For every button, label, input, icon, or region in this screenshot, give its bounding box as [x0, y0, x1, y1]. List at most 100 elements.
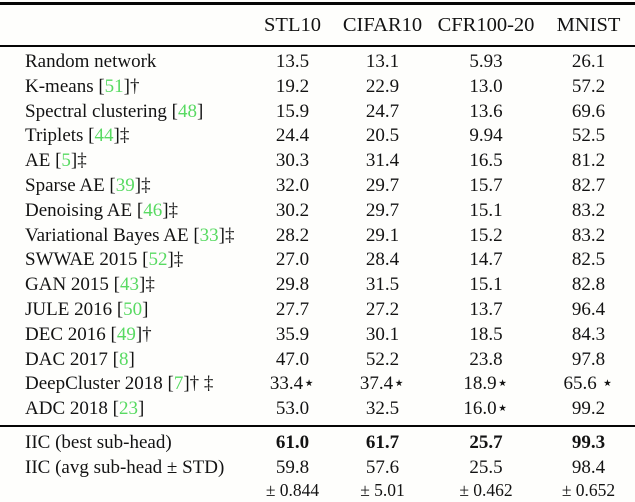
table-row-deepcluster: DeepCluster 2018 [7]† ‡ 33.4⋆ 37.4⋆ 18.9…	[0, 372, 635, 397]
value-cifar10: 13.1	[365, 51, 400, 72]
citation-link[interactable]: 44	[94, 125, 114, 147]
method-label: JULE 2016 [50]	[25, 298, 149, 320]
column-header-mnist: MNIST	[556, 13, 621, 36]
method-label: DeepCluster 2018 [7]† ‡	[25, 373, 214, 395]
table-row-dec: DEC 2016 [49]† 35.9 30.1 18.5 84.3	[0, 323, 635, 348]
value-cifar10: 28.4	[365, 249, 400, 271]
value-mnist: 82.7	[571, 174, 606, 196]
method-label: Sparse AE [39]‡	[25, 174, 151, 196]
table-row-variational-bayes-ae: Variational Bayes AE [33]‡ 28.2 29.1 15.…	[0, 224, 635, 249]
citation-link[interactable]: 39	[115, 174, 135, 196]
value-stl10: 53.0	[275, 398, 310, 420]
column-header-cifar10: CIFAR10	[342, 13, 423, 36]
value-stl10: 47.0	[275, 348, 310, 370]
table-header-row: STL10 CIFAR10 CFR100-20 MNIST	[0, 5, 635, 45]
table-row-kmeans: K-means [51]† 19.2 22.9 13.0 57.2	[0, 75, 635, 100]
citation-link[interactable]: 33	[199, 224, 219, 246]
value-mnist: 99.3	[571, 431, 606, 453]
value-stl10: 32.0	[275, 174, 310, 196]
method-label: DEC 2016 [49]†	[25, 323, 152, 345]
method-label: GAN 2015 [43]‡	[25, 274, 155, 296]
value-cfr100-20: 18.5	[469, 323, 503, 345]
value-stl10: 33.4⋆	[269, 373, 316, 395]
citation-link[interactable]: 48	[178, 100, 198, 122]
value-stl10: 61.0	[275, 431, 310, 453]
value-mnist: 65.6 ⋆	[563, 373, 614, 395]
table-header-rule	[0, 45, 635, 47]
value-mnist: 52.5	[571, 125, 606, 147]
value-cfr100-20: 16.0⋆	[463, 398, 509, 420]
value-stl10: 28.2	[275, 224, 310, 246]
method-label: Denoising AE [46]‡	[25, 199, 179, 221]
value-cfr100-20: 13.6	[469, 100, 503, 122]
value-stl10: 29.8	[275, 274, 310, 296]
value-cifar10: 31.5	[365, 274, 400, 296]
citation-link[interactable]: 50	[123, 298, 143, 320]
method-label: ADC 2018 [23]	[25, 398, 145, 420]
value-cifar10: 27.2	[365, 298, 400, 320]
method-label: IIC (best sub-head)	[25, 431, 172, 453]
citation-link[interactable]: 5	[61, 150, 71, 172]
table-row-iic-avg: IIC (avg sub-head ± STD) 59.8 57.6 25.5 …	[0, 455, 635, 480]
citation-link[interactable]: 51	[104, 75, 124, 97]
value-cifar10: 24.7	[365, 100, 400, 122]
table-top-rule	[0, 2, 635, 5]
value-mnist: 57.2	[571, 75, 606, 97]
value-mnist: 69.6	[571, 100, 606, 122]
method-label: Variational Bayes AE [33]‡	[25, 224, 235, 246]
value-mnist: 82.5	[571, 249, 606, 271]
value-cfr100-20: 16.5	[469, 150, 503, 172]
value-mnist: 98.4	[571, 456, 606, 478]
value-mnist: 96.4	[571, 298, 606, 320]
citation-link[interactable]: 43	[120, 274, 139, 296]
value-mnist: 82.8	[571, 274, 606, 296]
value-cifar10: 37.4⋆	[359, 373, 406, 395]
citation-link[interactable]: 8	[118, 348, 129, 370]
value-mnist: 26.1	[571, 51, 606, 72]
table-row-dac: DAC 2017 [8] 47.0 52.2 23.8 97.8	[0, 348, 635, 373]
value-cfr100-20: 14.7	[469, 249, 503, 271]
table-row-triplets: Triplets [44]‡ 24.4 20.5 9.94 52.5	[0, 124, 635, 149]
method-label: Random network	[25, 51, 157, 72]
value-cifar10: 30.1	[365, 323, 400, 345]
value-cfr100-20: 18.9⋆	[463, 373, 509, 395]
value-cifar10: 61.7	[365, 431, 400, 453]
value-mnist: 83.2	[571, 224, 606, 246]
table-row-denoising-ae: Denoising AE [46]‡ 30.2 29.7 15.1 83.2	[0, 199, 635, 224]
table-row-adc: ADC 2018 [23] 53.0 32.5 16.0⋆ 99.2	[0, 397, 635, 422]
table-row-spectral-clustering: Spectral clustering [48] 15.9 24.7 13.6 …	[0, 100, 635, 125]
value-cfr100-20: 15.7	[469, 174, 503, 196]
column-header-stl10: STL10	[264, 13, 321, 36]
value-cfr100-20: 9.94	[469, 125, 503, 147]
value-cfr100-20: 23.8	[469, 348, 503, 370]
value-cifar10: 57.6	[365, 456, 400, 478]
method-label: DAC 2017 [8]	[25, 348, 135, 370]
value-cifar10: 32.5	[365, 398, 400, 420]
value-mnist: 99.2	[571, 398, 606, 420]
value-cifar10: 31.4	[365, 150, 400, 172]
value-cfr100-20: 25.7	[469, 431, 503, 453]
citation-link[interactable]: 23	[118, 398, 138, 420]
value-mnist: 81.2	[571, 150, 606, 172]
value-stl10: 27.7	[275, 298, 310, 320]
value-mnist: 83.2	[571, 199, 606, 221]
method-label: Triplets [44]‡	[25, 125, 130, 147]
value-cfr100-20: 25.5	[469, 456, 503, 478]
value-mnist: 97.8	[571, 348, 606, 370]
value-stl10: 59.8	[275, 456, 310, 478]
table-row-random-network: Random network 13.5 13.1 5.93 26.1	[0, 50, 635, 75]
table-row-swwae: SWWAE 2015 [52]‡ 27.0 28.4 14.7 82.5	[0, 248, 635, 273]
method-label: IIC (avg sub-head ± STD)	[25, 456, 225, 478]
std-mnist: ± 0.652	[561, 480, 616, 501]
value-cfr100-20: 13.0	[469, 75, 503, 97]
citation-link[interactable]: 52	[148, 249, 168, 271]
citation-link[interactable]: 49	[116, 323, 136, 345]
citation-link[interactable]: 7	[173, 373, 184, 395]
citation-link[interactable]: 46	[143, 199, 163, 221]
method-label: Spectral clustering [48]	[25, 100, 204, 122]
value-cifar10: 29.1	[365, 224, 400, 246]
table-midrule	[0, 424, 635, 427]
method-label: K-means [51]†	[25, 75, 140, 97]
value-stl10: 27.0	[275, 249, 310, 271]
value-stl10: 24.4	[275, 125, 310, 147]
